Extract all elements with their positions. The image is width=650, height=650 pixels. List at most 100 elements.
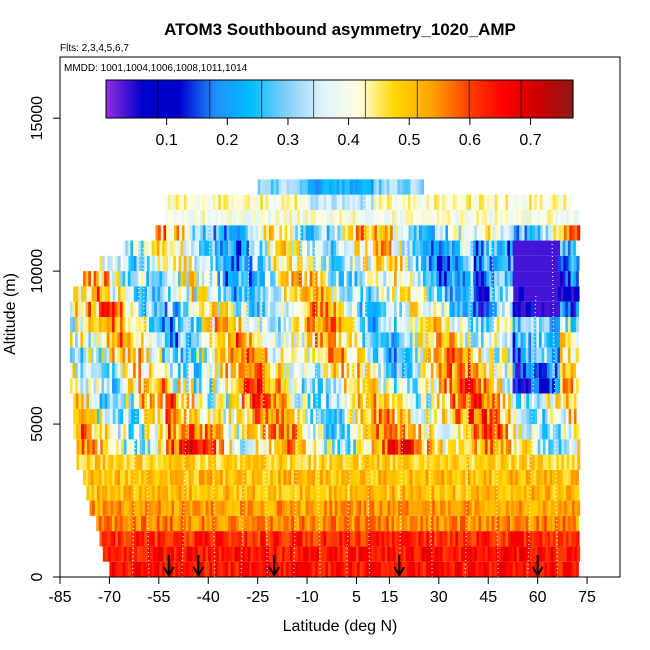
heatmap-cell xyxy=(428,393,432,409)
heatmap-cell xyxy=(164,271,168,287)
heatmap-cell xyxy=(75,332,79,348)
heatmap-cell xyxy=(264,378,268,394)
heatmap-cell xyxy=(497,485,501,501)
heatmap-cell xyxy=(273,408,277,425)
heatmap-cell xyxy=(299,362,303,379)
heatmap-cell xyxy=(517,561,521,577)
heatmap-cell xyxy=(312,408,317,425)
heatmap-cell xyxy=(370,393,374,409)
heatmap-cell xyxy=(354,347,358,363)
heatmap-cell xyxy=(550,454,554,470)
heatmap-cell xyxy=(99,485,103,501)
heatmap-cell xyxy=(413,255,417,272)
colorbar-swatch xyxy=(509,80,514,118)
colorbar-swatch xyxy=(292,80,297,118)
heatmap-cell xyxy=(197,194,201,210)
colorbar-swatch xyxy=(186,80,190,118)
heatmap-cell xyxy=(146,240,150,256)
heatmap-cell xyxy=(476,424,480,440)
heatmap-cell xyxy=(228,469,232,486)
heatmap-cell xyxy=(162,515,166,532)
heatmap-cell xyxy=(513,255,517,272)
heatmap-cell xyxy=(265,179,269,195)
heatmap-cell xyxy=(118,439,122,455)
heatmap-cell xyxy=(297,424,301,440)
heatmap-cell xyxy=(552,332,556,348)
heatmap-cell xyxy=(509,362,514,379)
heatmap-cell xyxy=(567,561,571,577)
heatmap-cell xyxy=(268,225,272,241)
heatmap-cell xyxy=(325,347,329,363)
heatmap-cell xyxy=(112,469,116,486)
heatmap-cell xyxy=(193,240,197,256)
heatmap-cell xyxy=(544,347,548,363)
colorbar-swatch xyxy=(389,80,394,118)
colorbar-swatch xyxy=(199,80,204,118)
heatmap-cell xyxy=(154,531,158,547)
heatmap-cell xyxy=(509,347,514,363)
heatmap-cell xyxy=(553,454,557,470)
heatmap-cell xyxy=(293,317,297,333)
heatmap-cell xyxy=(301,271,305,287)
heatmap-cell xyxy=(286,424,290,440)
heatmap-cell xyxy=(415,362,419,379)
heatmap-cell xyxy=(199,485,203,501)
heatmap-cell xyxy=(571,500,575,516)
heatmap-cell xyxy=(141,301,145,317)
heatmap-cell xyxy=(242,500,246,516)
colorbar-swatch xyxy=(196,80,200,118)
heatmap-cell xyxy=(367,332,371,348)
heatmap-cell xyxy=(157,286,161,302)
heatmap-cell xyxy=(164,347,168,363)
heatmap-cell xyxy=(346,347,350,363)
heatmap-cell xyxy=(133,347,137,363)
heatmap-cell xyxy=(259,347,263,363)
x-tick-label: -10 xyxy=(295,589,318,606)
heatmap-cell xyxy=(156,332,160,348)
heatmap-cell xyxy=(88,286,93,302)
heatmap-cell xyxy=(148,515,152,532)
heatmap-cell xyxy=(363,179,367,195)
heatmap-cell xyxy=(85,362,89,379)
heatmap-cell xyxy=(454,240,458,256)
heatmap-cell xyxy=(410,194,414,210)
colorbar-swatch xyxy=(192,80,197,118)
heatmap-cell xyxy=(266,454,270,470)
heatmap-cell xyxy=(107,286,111,302)
heatmap-cell xyxy=(359,469,363,486)
heatmap-cell xyxy=(151,317,155,333)
heatmap-cell xyxy=(90,271,94,287)
heatmap-cell xyxy=(247,500,251,516)
heatmap-cell xyxy=(142,546,146,562)
heatmap-cell xyxy=(260,500,264,516)
heatmap-cell xyxy=(233,240,237,256)
heatmap-cell xyxy=(191,194,195,210)
heatmap-cell xyxy=(307,408,311,425)
heatmap-cell xyxy=(315,179,319,195)
heatmap-cell xyxy=(576,209,580,226)
heatmap-cell xyxy=(463,454,467,470)
heatmap-cell xyxy=(181,194,185,210)
heatmap-cell xyxy=(96,393,100,409)
heatmap-cell xyxy=(220,255,224,272)
heatmap-cell xyxy=(133,362,137,379)
heatmap-cell xyxy=(326,255,330,272)
heatmap-cell xyxy=(508,225,512,241)
heatmap-cell xyxy=(300,500,304,516)
heatmap-cell xyxy=(541,561,545,577)
heatmap-cell xyxy=(503,500,507,516)
heatmap-cell xyxy=(281,194,285,210)
heatmap-cell xyxy=(112,301,116,317)
heatmap-cell xyxy=(448,546,452,562)
heatmap-cell xyxy=(568,485,572,501)
heatmap-cell xyxy=(187,225,191,241)
heatmap-cell xyxy=(384,286,388,302)
heatmap-cell xyxy=(439,485,443,501)
heatmap-cell xyxy=(391,301,395,317)
heatmap-cell xyxy=(374,500,378,516)
heatmap-cell xyxy=(151,561,155,577)
heatmap-cell xyxy=(500,255,504,272)
colorbar-swatch xyxy=(119,80,124,118)
heatmap-cell xyxy=(193,317,197,333)
heatmap-cell xyxy=(338,515,342,532)
